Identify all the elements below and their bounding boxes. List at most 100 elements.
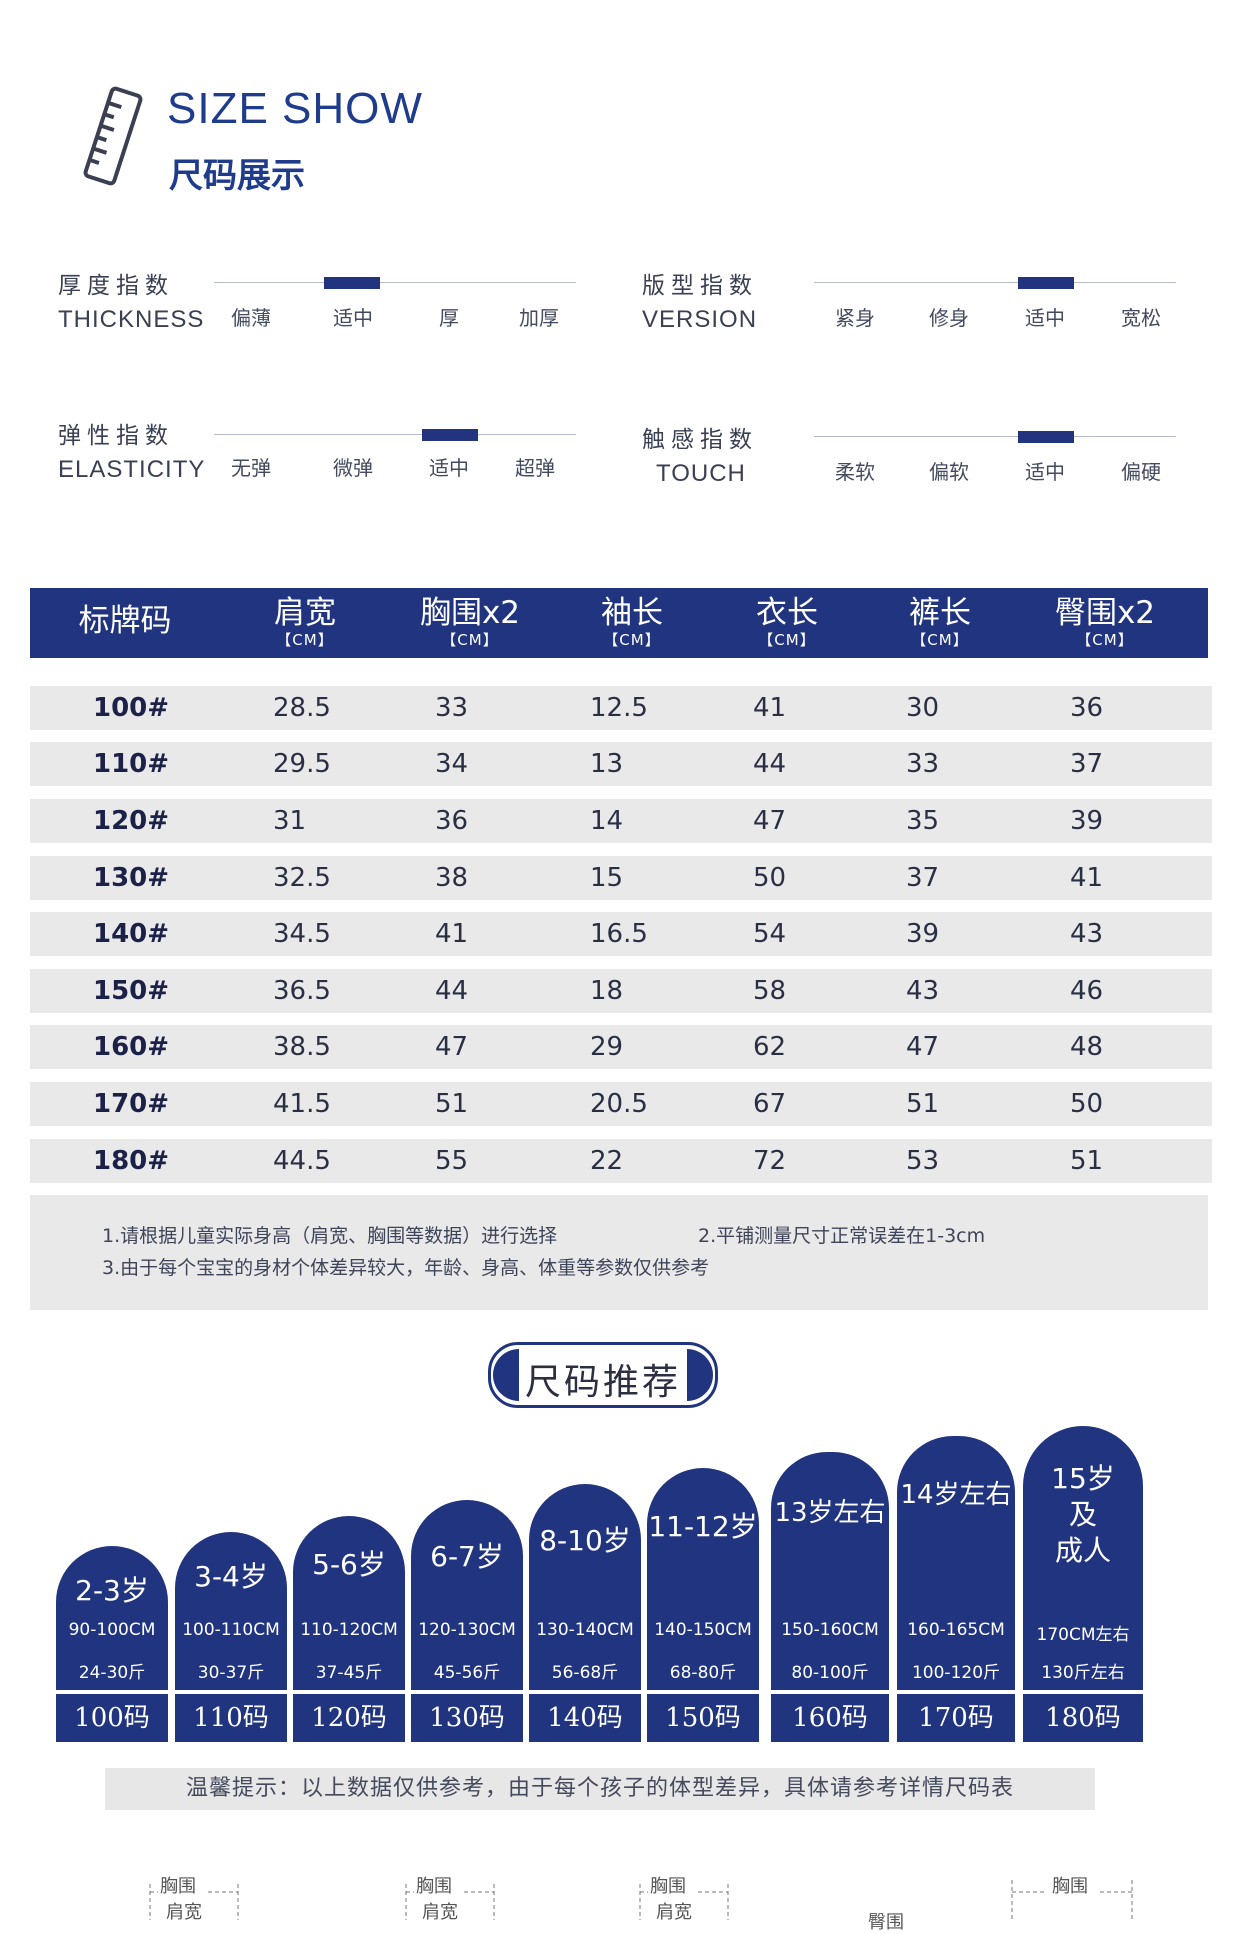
header-length: 衣长 【CM】 [756,595,818,649]
index-selected-marker [1018,431,1074,443]
pants-length-cell: 51 [906,1089,940,1119]
chest-cell: 38 [435,863,469,893]
size-tag-cell: 140# [93,919,170,949]
shoulder-cell: 31 [273,806,307,836]
size-code: 110码 [175,1694,287,1742]
header-sleeve: 袖长 【CM】 [601,595,663,649]
index-label-zh: 版型指数 [642,273,758,299]
index-option: 无弹 [231,456,271,480]
thickness-index: 厚度指数 THICKNESS 偏薄 适中 厚 加厚 [58,266,618,356]
header-chest: 胸围x2 【CM】 [419,595,521,649]
age-label-line: 15岁 [1051,1462,1115,1495]
shoulder-cell: 36.5 [273,976,331,1006]
height-range: 110-120CM [300,1620,398,1640]
table-row: 180# 44.5 55 22 72 53 51 [30,1139,1212,1183]
sleeve-cell: 13 [590,749,624,779]
shoulder-cell: 28.5 [273,693,331,723]
hip-cell: 39 [1070,806,1104,836]
index-scale-line [814,282,1176,283]
size-table-header: 标牌码 肩宽 【CM】 胸围x2 【CM】 袖长 【CM】 衣长 【CM】 裤长 【CM】… [30,588,1208,658]
size-code: 160码 [771,1694,889,1742]
measure-label-chest: 胸围 [416,1876,452,1897]
index-option: 偏软 [929,460,969,484]
table-row: 110# 29.5 34 13 44 33 37 [30,742,1212,786]
age-arch [175,1532,287,1690]
length-cell: 58 [753,976,787,1006]
note-2: 2.平铺测量尺寸正常误差在1-3cm [698,1225,986,1247]
size-code: 180码 [1023,1694,1143,1742]
index-option: 超弹 [515,456,555,480]
pants-length-cell: 37 [906,863,940,893]
index-label-zh: 触感指数 [642,427,758,453]
index-option: 适中 [333,306,373,330]
size-code: 170码 [897,1694,1015,1742]
touch-index: 触感指数 TOUCH 柔软 偏软 适中 偏硬 [642,420,1202,510]
sleeve-cell: 15 [590,863,624,893]
header-pants-length: 裤长 【CM】 [909,595,971,649]
index-option: 适中 [429,456,469,480]
age-arch [647,1468,759,1690]
recommend-title-text: 尺码推荐 [524,1362,681,1403]
length-cell: 72 [753,1146,787,1176]
weight-range: 45-56斤 [433,1663,501,1683]
length-cell: 41 [753,693,787,723]
pants-length-cell: 30 [906,693,940,723]
pants-length-cell: 47 [906,1032,940,1062]
size-tag-cell: 180# [93,1146,170,1176]
age-arch [897,1436,1015,1690]
index-label-en: TOUCH [656,460,746,487]
weight-range: 24-30斤 [78,1663,146,1683]
note-3: 3.由于每个宝宝的身材个体差异较大，年龄、身高、体重等参数仅供参考 [102,1257,710,1279]
sleeve-cell: 29 [590,1032,624,1062]
shoulder-cell: 29.5 [273,749,331,779]
size-tag-cell: 110# [93,749,170,779]
pants-length-cell: 53 [906,1146,940,1176]
reference-tip: 温馨提示：以上数据仅供参考，由于每个孩子的体型差异，具体请参考详情尺码表 [105,1768,1095,1810]
recommend-title: 尺码推荐 [488,1342,718,1408]
length-cell: 62 [753,1032,787,1062]
measure-label-shoulder: 肩宽 [422,1902,458,1923]
age-arch [293,1516,405,1690]
measure-label-chest: 胸围 [160,1876,196,1897]
length-cell: 50 [753,863,787,893]
table-notes: 1.请根据儿童实际身高（肩宽、胸围等数据）进行选择 2.平铺测量尺寸正常误差在1… [30,1195,1208,1310]
age-arch [529,1484,641,1690]
chest-cell: 36 [435,806,469,836]
hip-cell: 43 [1070,919,1104,949]
hip-cell: 48 [1070,1032,1104,1062]
chest-cell: 44 [435,976,469,1006]
hip-cell: 50 [1070,1089,1104,1119]
age-label: 5-6岁 [312,1548,386,1581]
measure-label-shoulder: 肩宽 [656,1902,692,1923]
note-1: 1.请根据儿童实际身高（肩宽、胸围等数据）进行选择 [102,1225,558,1247]
pants-length-cell: 39 [906,919,940,949]
size-code: 150码 [647,1694,759,1742]
index-scale-line [214,434,576,435]
pants-length-cell: 33 [906,749,940,779]
age-label: 3-4岁 [194,1560,268,1593]
chest-cell: 47 [435,1032,469,1062]
chest-cell: 55 [435,1146,469,1176]
size-code: 120码 [293,1694,405,1742]
measure-label-chest: 胸围 [650,1876,686,1897]
chest-cell: 34 [435,749,469,779]
index-label-en: ELASTICITY [58,456,206,483]
size-tag-cell: 160# [93,1032,170,1062]
shoulder-cell: 44.5 [273,1146,331,1176]
hip-cell: 51 [1070,1146,1104,1176]
weight-range: 130斤左右 [1041,1663,1125,1683]
age-label: 8-10岁 [539,1524,631,1557]
index-scale-line [814,436,1176,437]
size-code: 100码 [56,1694,168,1742]
elasticity-index: 弹性指数 ELASTICITY 无弹 微弹 适中 超弹 [58,416,618,506]
sleeve-cell: 14 [590,806,624,836]
height-range: 90-100CM [68,1620,156,1640]
sleeve-cell: 12.5 [590,693,648,723]
weight-range: 56-68斤 [551,1663,619,1683]
size-tag-cell: 120# [93,806,170,836]
hip-cell: 36 [1070,693,1104,723]
page-title-zh: 尺码展示 [169,156,305,196]
index-option: 适中 [1025,460,1065,484]
index-selected-marker [324,277,380,289]
index-option: 宽松 [1121,306,1161,330]
